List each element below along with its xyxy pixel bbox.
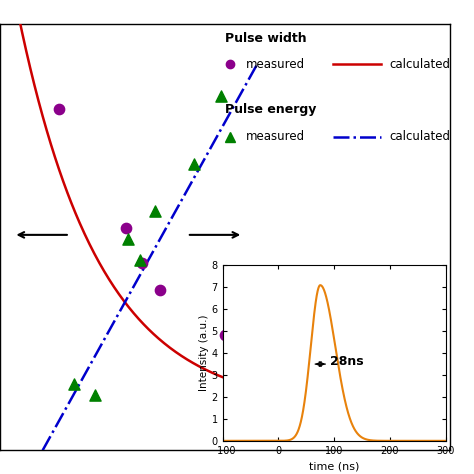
Point [55,105,62,113]
Text: calculated: calculated [390,58,450,71]
Point [156,286,164,294]
Point [300,385,308,392]
Text: calculated: calculated [390,130,450,143]
Text: measured: measured [246,58,304,71]
Point [122,225,130,232]
Point [152,208,159,215]
Text: 28ns: 28ns [330,356,364,368]
X-axis label: time (ns): time (ns) [309,461,359,471]
Text: Pulse energy: Pulse energy [225,103,317,116]
Text: Pulse width: Pulse width [225,32,307,45]
Point [217,92,224,100]
Point [190,161,197,168]
Point [221,331,229,339]
Point [71,380,78,388]
Point [266,370,274,377]
Point [125,236,132,243]
Point [136,257,143,264]
Point [91,391,98,399]
Point [138,259,146,266]
Text: measured: measured [246,130,304,143]
Y-axis label: Intensity (a.u.): Intensity (a.u.) [199,315,209,392]
